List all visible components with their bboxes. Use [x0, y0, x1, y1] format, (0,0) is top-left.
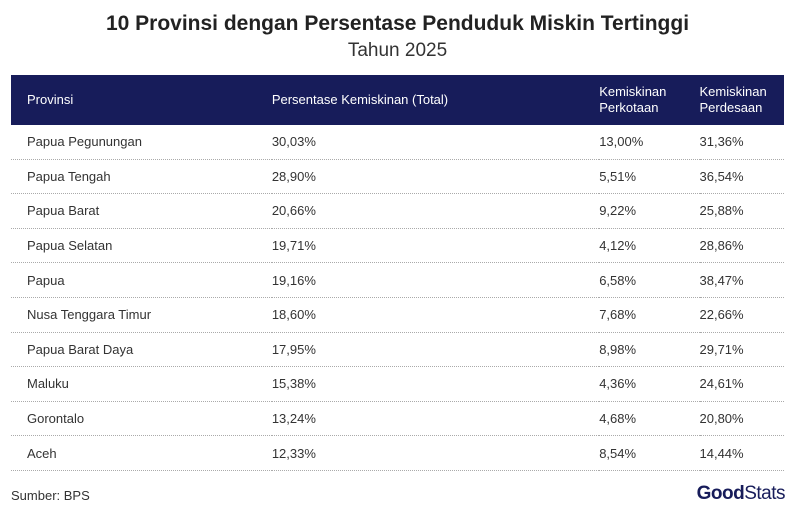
cell-perkotaan: 4,12%	[599, 228, 700, 264]
header-perkotaan: Kemiskinan Perkotaan	[599, 75, 699, 125]
cell-total: 12,33%	[271, 435, 600, 471]
cell-provinsi: Aceh	[11, 435, 272, 471]
cell-provinsi: Papua Barat	[11, 193, 272, 229]
cell-perdesaan: 14,44%	[699, 435, 784, 471]
source-note: Sumber: BPS	[11, 488, 90, 503]
table-row: Papua Selatan 19,71% 4,12% 28,86%	[11, 228, 784, 264]
cell-total: 20,66%	[271, 193, 600, 229]
cell-perdesaan: 29,71%	[699, 332, 784, 368]
cell-total: 19,16%	[271, 262, 600, 298]
cell-perkotaan: 7,68%	[599, 297, 700, 333]
cell-perdesaan: 20,80%	[699, 401, 784, 437]
cell-total: 17,95%	[271, 332, 600, 368]
cell-perdesaan: 25,88%	[699, 193, 784, 229]
page-title: 10 Provinsi dengan Persentase Penduduk M…	[105, 12, 690, 35]
table-row: Maluku 15,38% 4,36% 24,61%	[11, 366, 784, 402]
cell-perkotaan: 13,00%	[599, 125, 700, 160]
goodstats-logo: GoodStats	[696, 483, 786, 505]
cell-perdesaan: 31,36%	[699, 125, 784, 160]
logo-bold: Good	[696, 483, 745, 504]
cell-total: 30,03%	[271, 125, 600, 160]
cell-perdesaan: 24,61%	[699, 366, 784, 402]
cell-perdesaan: 36,54%	[699, 159, 784, 195]
cell-perkotaan: 4,36%	[599, 366, 700, 402]
cell-perdesaan: 28,86%	[699, 228, 784, 264]
page-subtitle: Tahun 2025	[347, 40, 448, 61]
cell-perkotaan: 5,51%	[599, 159, 700, 195]
cell-total: 28,90%	[271, 159, 600, 195]
cell-perdesaan: 38,47%	[699, 262, 784, 298]
cell-perkotaan: 9,22%	[599, 193, 700, 229]
table-row: Aceh 12,33% 8,54% 14,44%	[11, 435, 784, 471]
cell-total: 13,24%	[271, 401, 600, 437]
table-row: Papua Pegunungan 30,03% 13,00% 31,36%	[11, 125, 784, 160]
header-total: Persentase Kemiskinan (Total)	[271, 92, 449, 107]
cell-provinsi: Nusa Tenggara Timur	[11, 297, 272, 333]
cell-total: 19,71%	[271, 228, 600, 264]
cell-provinsi: Papua	[11, 262, 272, 298]
table-row: Papua Barat Daya 17,95% 8,98% 29,71%	[11, 332, 784, 368]
cell-perkotaan: 8,54%	[599, 435, 700, 471]
cell-perdesaan: 22,66%	[699, 297, 784, 333]
table-header-row: Provinsi Persentase Kemiskinan (Total) K…	[11, 75, 784, 125]
cell-perkotaan: 4,68%	[599, 401, 700, 437]
cell-provinsi: Gorontalo	[11, 401, 272, 437]
header-perkotaan-label: Kemiskinan Perkotaan	[599, 84, 667, 115]
header-perdesaan: Kemiskinan Perdesaan	[700, 75, 785, 125]
cell-provinsi: Maluku	[11, 366, 272, 402]
header-provinsi: Provinsi	[27, 92, 74, 107]
cell-total: 18,60%	[271, 297, 600, 333]
cell-provinsi: Papua Selatan	[11, 228, 272, 264]
cell-provinsi: Papua Tengah	[11, 159, 272, 195]
poverty-table: Provinsi Persentase Kemiskinan (Total) K…	[11, 75, 784, 471]
table-row: Papua Tengah 28,90% 5,51% 36,54%	[11, 159, 784, 195]
table-row: Papua Barat 20,66% 9,22% 25,88%	[11, 193, 784, 229]
cell-provinsi: Papua Pegunungan	[11, 125, 272, 160]
cell-perkotaan: 8,98%	[599, 332, 700, 368]
cell-total: 15,38%	[271, 366, 600, 402]
table-row: Papua 19,16% 6,58% 38,47%	[11, 262, 784, 298]
cell-perkotaan: 6,58%	[599, 262, 700, 298]
logo-light: Stats	[744, 483, 785, 504]
table-row: Nusa Tenggara Timur 18,60% 7,68% 22,66%	[11, 297, 784, 333]
cell-provinsi: Papua Barat Daya	[11, 332, 272, 368]
table-row: Gorontalo 13,24% 4,68% 20,80%	[11, 401, 784, 437]
header-perdesaan-label: Kemiskinan Perdesaan	[699, 84, 767, 115]
